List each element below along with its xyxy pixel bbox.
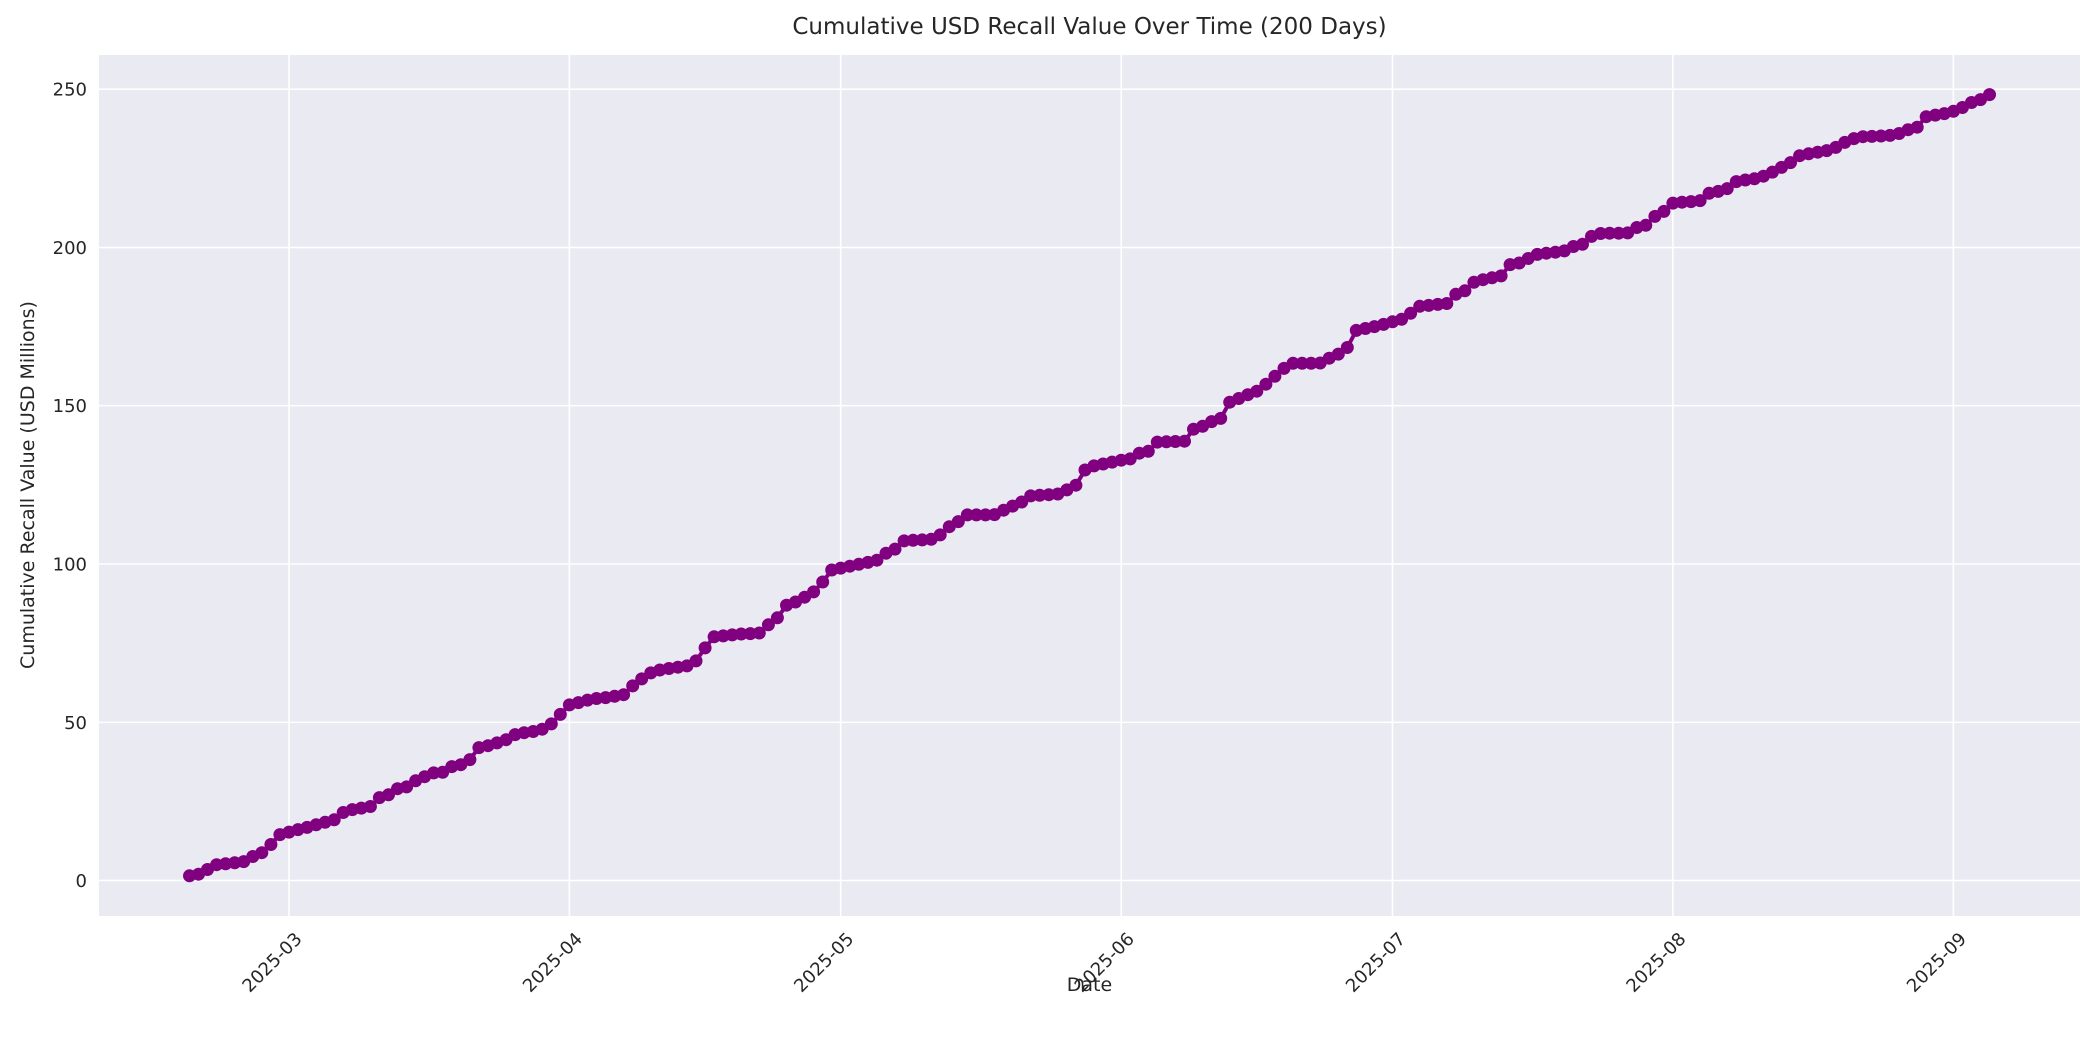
- y-tick-labels: 0 50 100 150 200 250: [53, 80, 87, 892]
- x-axis-label: Date: [1066, 974, 1113, 996]
- gridlines: [99, 55, 2080, 916]
- chart-title: Cumulative USD Recall Value Over Time (2…: [792, 14, 1387, 40]
- svg-text:150: 150: [53, 396, 87, 417]
- data-point-markers: [183, 88, 1996, 883]
- svg-text:0: 0: [76, 871, 87, 892]
- y-axis-label: Cumulative Recall Value (USD Millions): [17, 301, 39, 669]
- svg-text:250: 250: [53, 80, 87, 101]
- svg-text:200: 200: [53, 238, 87, 259]
- svg-text:100: 100: [53, 555, 87, 576]
- svg-text:50: 50: [64, 713, 87, 734]
